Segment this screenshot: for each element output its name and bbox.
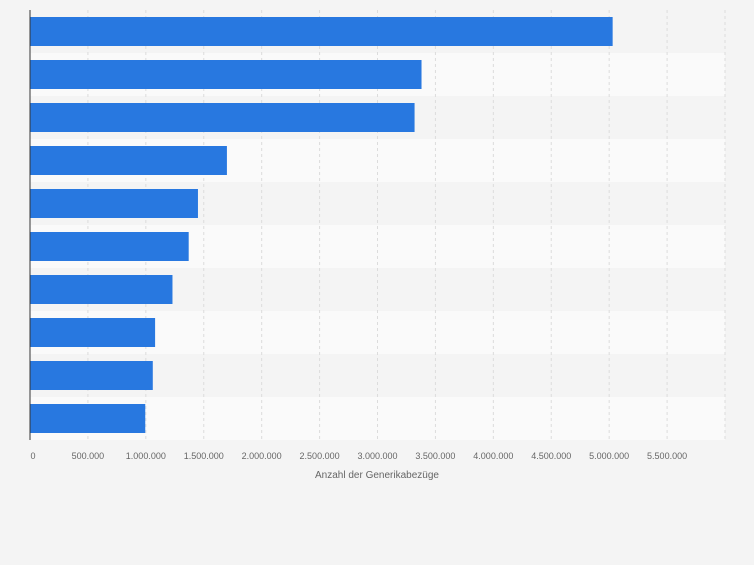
x-axis-label: Anzahl der Generikabezüge bbox=[315, 470, 439, 481]
bar bbox=[30, 103, 415, 132]
bar bbox=[30, 404, 146, 433]
bar bbox=[30, 60, 422, 89]
x-tick-label: 5.000.000 bbox=[589, 451, 629, 461]
bar bbox=[30, 232, 189, 261]
x-tick-label: 3.000.000 bbox=[357, 451, 397, 461]
bar bbox=[30, 189, 198, 218]
bar bbox=[30, 318, 156, 347]
x-tick-label: 3.500.000 bbox=[415, 451, 455, 461]
bar bbox=[30, 275, 173, 304]
bars bbox=[30, 17, 613, 433]
x-tick-label: 2.500.000 bbox=[300, 451, 340, 461]
x-tick-label: 1.500.000 bbox=[184, 451, 224, 461]
x-tick-label: 2.000.000 bbox=[242, 451, 282, 461]
bar bbox=[30, 17, 613, 46]
bar bbox=[30, 361, 153, 390]
x-tick-labels: 0 500.000 1.000.000 1.500.000 2.000.000 2.500… bbox=[30, 451, 687, 461]
x-tick-label: 4.500.000 bbox=[531, 451, 571, 461]
x-tick-label: 4.000.000 bbox=[473, 451, 513, 461]
x-tick-label: 500.000 bbox=[72, 451, 105, 461]
x-tick-label: 5.500.000 bbox=[647, 451, 687, 461]
x-tick-label: 1.000.000 bbox=[126, 451, 166, 461]
bar bbox=[30, 146, 227, 175]
x-tick-label: 0 bbox=[30, 451, 35, 461]
